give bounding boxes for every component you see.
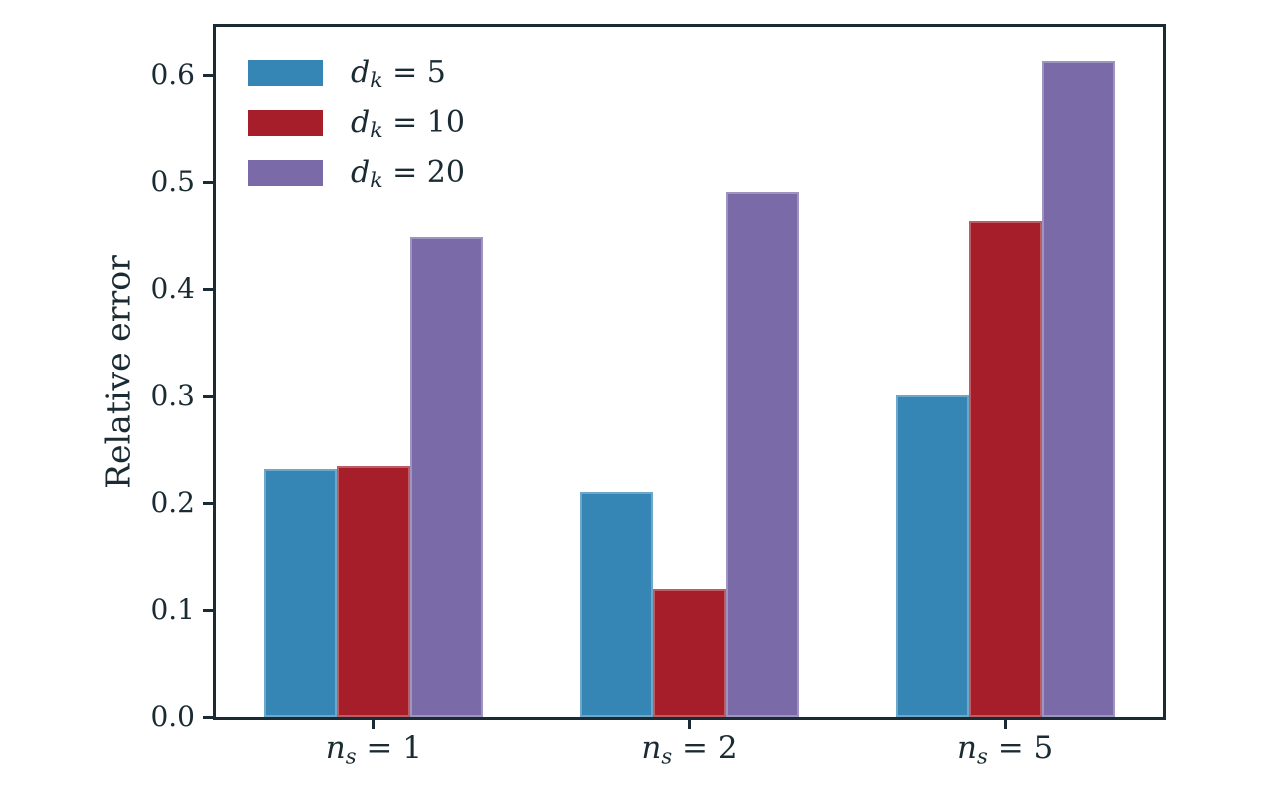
x-tick-mark bbox=[688, 720, 691, 729]
math-rest: = 5 bbox=[987, 730, 1054, 766]
y-tick-mark bbox=[203, 180, 213, 184]
math-rest: = 5 bbox=[382, 55, 446, 90]
bar-n_s=1-d_k=20 bbox=[410, 236, 484, 717]
x-tick-mark bbox=[1003, 720, 1007, 729]
bar-n_s=1-d_k=10 bbox=[337, 465, 411, 717]
y-tick-mark bbox=[203, 394, 213, 398]
y-tick-label: 0.1 bbox=[150, 593, 195, 627]
legend-swatch bbox=[248, 160, 323, 186]
y-tick-mark bbox=[203, 501, 213, 505]
legend-label: dk = 20 bbox=[351, 155, 465, 191]
math-rest: = 1 bbox=[356, 730, 422, 766]
legend-swatch bbox=[248, 110, 323, 136]
y-axis-label: Relative error bbox=[98, 255, 138, 489]
math-subscript: s bbox=[345, 743, 357, 769]
x-tick-label: ns = 2 bbox=[641, 730, 738, 767]
math-rest: = 10 bbox=[382, 105, 465, 140]
math-subscript: k bbox=[370, 118, 383, 143]
y-tick-label: 0.4 bbox=[150, 272, 195, 306]
math-subscript: k bbox=[370, 168, 383, 193]
x-tick-label: ns = 1 bbox=[325, 730, 422, 767]
bar-n_s=5-d_k=10 bbox=[968, 220, 1042, 717]
bar-n_s=5-d_k=5 bbox=[895, 395, 969, 717]
math-subscript: k bbox=[370, 68, 383, 93]
legend-item: dk = 10 bbox=[248, 105, 465, 141]
bar-n_s=5-d_k=20 bbox=[1041, 61, 1115, 717]
math-variable: d bbox=[351, 55, 371, 90]
math-subscript: s bbox=[661, 743, 673, 769]
legend-label: dk = 5 bbox=[351, 55, 446, 91]
plot-area: 0.0 0.1 0.2 0.3 0.4 0.5 0.6 ns = 1 ns = 2 ns = 5… bbox=[150, 24, 1166, 766]
math-rest: = 20 bbox=[382, 155, 465, 190]
math-variable: n bbox=[325, 730, 346, 766]
y-tick-label: 0.5 bbox=[150, 165, 195, 199]
math-rest: = 2 bbox=[672, 730, 738, 766]
bar-n_s=2-d_k=5 bbox=[580, 492, 653, 717]
bar-n_s=2-d_k=10 bbox=[653, 588, 726, 717]
legend-item: dk = 20 bbox=[248, 155, 465, 191]
math-variable: d bbox=[351, 105, 371, 140]
y-tick-label: 0.2 bbox=[150, 486, 195, 520]
y-tick-mark bbox=[203, 287, 213, 291]
y-tick-label: 0.6 bbox=[150, 58, 195, 92]
math-variable: n bbox=[641, 730, 662, 766]
y-tick-mark bbox=[203, 715, 213, 719]
legend-label: dk = 10 bbox=[351, 105, 465, 141]
y-tick-mark bbox=[203, 608, 213, 612]
x-tick-label: ns = 5 bbox=[957, 730, 1054, 767]
x-tick-mark bbox=[372, 720, 376, 729]
legend-swatch bbox=[248, 60, 323, 86]
legend: dk = 5 dk = 10 dk = 20 bbox=[248, 55, 465, 191]
bar-n_s=2-d_k=20 bbox=[726, 191, 799, 717]
legend-item: dk = 5 bbox=[248, 55, 465, 91]
bar-n_s=1-d_k=5 bbox=[264, 468, 338, 717]
math-subscript: s bbox=[977, 743, 988, 769]
math-variable: d bbox=[351, 155, 371, 190]
math-variable: n bbox=[957, 730, 978, 766]
y-tick-mark bbox=[203, 73, 213, 77]
y-tick-label: 0.3 bbox=[150, 379, 195, 413]
y-tick-label: 0.0 bbox=[150, 700, 195, 733]
